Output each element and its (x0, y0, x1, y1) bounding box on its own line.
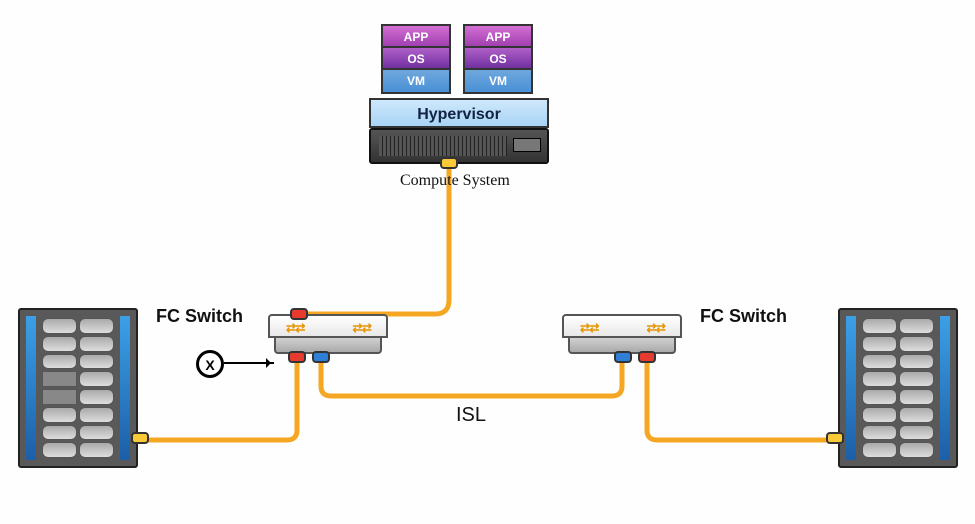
isl-label: ISL (456, 404, 486, 427)
port-red (638, 351, 656, 363)
cable (647, 360, 832, 440)
hypervisor-bar: Hypervisor (369, 98, 549, 128)
vm-app-label: APP (383, 26, 449, 48)
port-blue (312, 351, 330, 363)
storage-array-right (838, 308, 958, 468)
port-red (290, 308, 308, 320)
switch-arrows-icon: ⇄ ⇄ (286, 321, 303, 335)
fc-switch-label-right: FC Switch (700, 306, 787, 327)
storage-side (940, 316, 950, 460)
fc-switch-left: ⇄ ⇄ ⇄ ⇄ (268, 314, 388, 354)
fc-switch-label-left: FC Switch (156, 306, 243, 327)
diagram-stage: APP OS VM APP OS VM Hypervisor Compute S… (0, 0, 975, 524)
storage-array-left (18, 308, 138, 468)
cable (321, 360, 622, 396)
switch-top: ⇄ ⇄ ⇄ ⇄ (562, 314, 682, 338)
vm-os-label: OS (383, 48, 449, 70)
vm-vm-label: VM (465, 70, 531, 92)
switch-arrows-icon: ⇄ ⇄ (647, 321, 664, 335)
switch-arrows-icon: ⇄ ⇄ (353, 321, 370, 335)
fc-switch-right: ⇄ ⇄ ⇄ ⇄ (562, 314, 682, 354)
storage-side (846, 316, 856, 460)
port-yellow (440, 157, 458, 169)
storage-bay (862, 318, 934, 458)
compute-label: Compute System (400, 172, 510, 190)
chassis-drive (513, 138, 541, 152)
port-blue (614, 351, 632, 363)
port-yellow (131, 432, 149, 444)
vm-os-label: OS (465, 48, 531, 70)
vm-vm-label: VM (383, 70, 449, 92)
storage-side (120, 316, 130, 460)
switch-arrows-icon: ⇄ ⇄ (580, 321, 597, 335)
storage-side (26, 316, 36, 460)
vm-box-2: APP OS VM (463, 24, 533, 94)
x-marker: X (196, 350, 224, 378)
port-red (288, 351, 306, 363)
x-marker-arrow (224, 362, 274, 364)
compute-chassis (369, 128, 549, 164)
port-yellow (826, 432, 844, 444)
vm-box-1: APP OS VM (381, 24, 451, 94)
vm-app-label: APP (465, 26, 531, 48)
switch-top: ⇄ ⇄ ⇄ ⇄ (268, 314, 388, 338)
chassis-grill (379, 136, 507, 156)
storage-bay (42, 318, 114, 458)
